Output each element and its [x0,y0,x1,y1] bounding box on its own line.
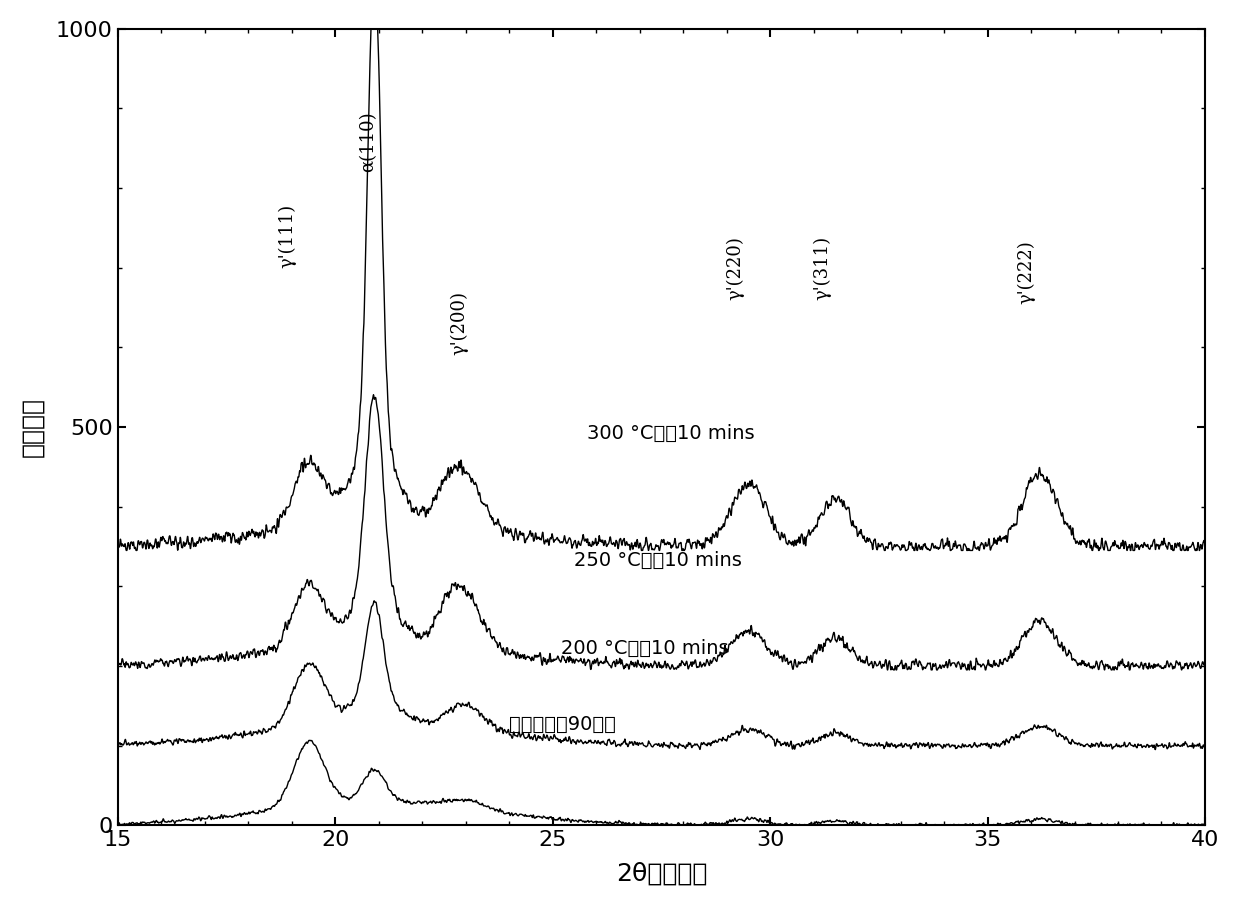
Y-axis label: 相对强度: 相对强度 [21,397,45,457]
Text: γ'(311): γ'(311) [813,236,831,300]
Text: γ'(200): γ'(200) [450,292,469,355]
Text: 200 °C退火10 mins: 200 °C退火10 mins [562,639,729,658]
Text: α(110): α(110) [358,111,377,172]
Text: γ'(111): γ'(111) [278,204,296,268]
Text: 250 °C退火10 mins: 250 °C退火10 mins [574,552,743,571]
Text: γ'(220): γ'(220) [727,236,744,300]
Text: γ'(222): γ'(222) [1018,240,1035,304]
Text: 液氮中球磨90小时: 液氮中球磨90小时 [510,715,616,734]
X-axis label: 2θ（角度）: 2θ（角度） [615,862,707,885]
Text: 300 °C退火10 mins: 300 °C退火10 mins [588,424,755,443]
